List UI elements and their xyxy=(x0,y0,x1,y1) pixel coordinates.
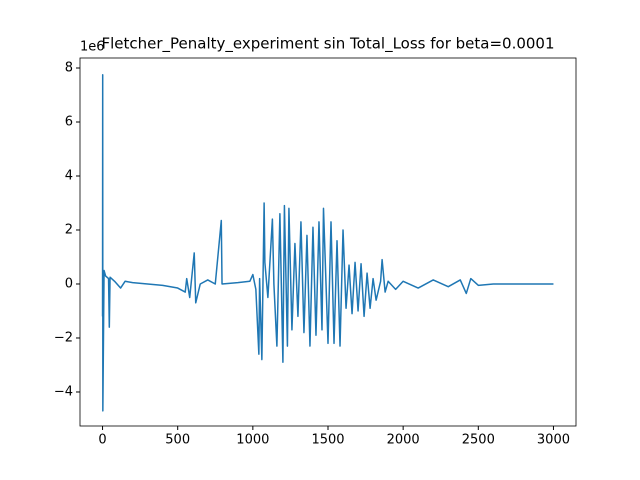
x-tick-label: 2000 xyxy=(387,433,420,448)
y-tick-label: 8 xyxy=(65,60,73,75)
y-tick-label: −4 xyxy=(54,384,73,399)
x-tick-label: 1500 xyxy=(311,433,344,448)
chart-title: Fletcher_Penalty_experiment sin Total_Lo… xyxy=(101,35,554,54)
x-tick-label: 1000 xyxy=(236,433,269,448)
line-series xyxy=(101,73,554,412)
y-tick-label: 4 xyxy=(65,168,73,183)
x-tick-label: 0 xyxy=(98,433,106,448)
y-tick-label: 0 xyxy=(65,276,73,291)
y-tick-label: −2 xyxy=(54,330,73,345)
axes-frame xyxy=(79,57,577,427)
x-tick-label: 3000 xyxy=(537,433,570,448)
y-offset-label: 1e6 xyxy=(80,40,105,55)
x-tick-label: 2500 xyxy=(462,433,495,448)
y-tick-label: 6 xyxy=(65,114,73,129)
y-tick-label: 2 xyxy=(65,222,73,237)
x-tick-label: 500 xyxy=(165,433,190,448)
